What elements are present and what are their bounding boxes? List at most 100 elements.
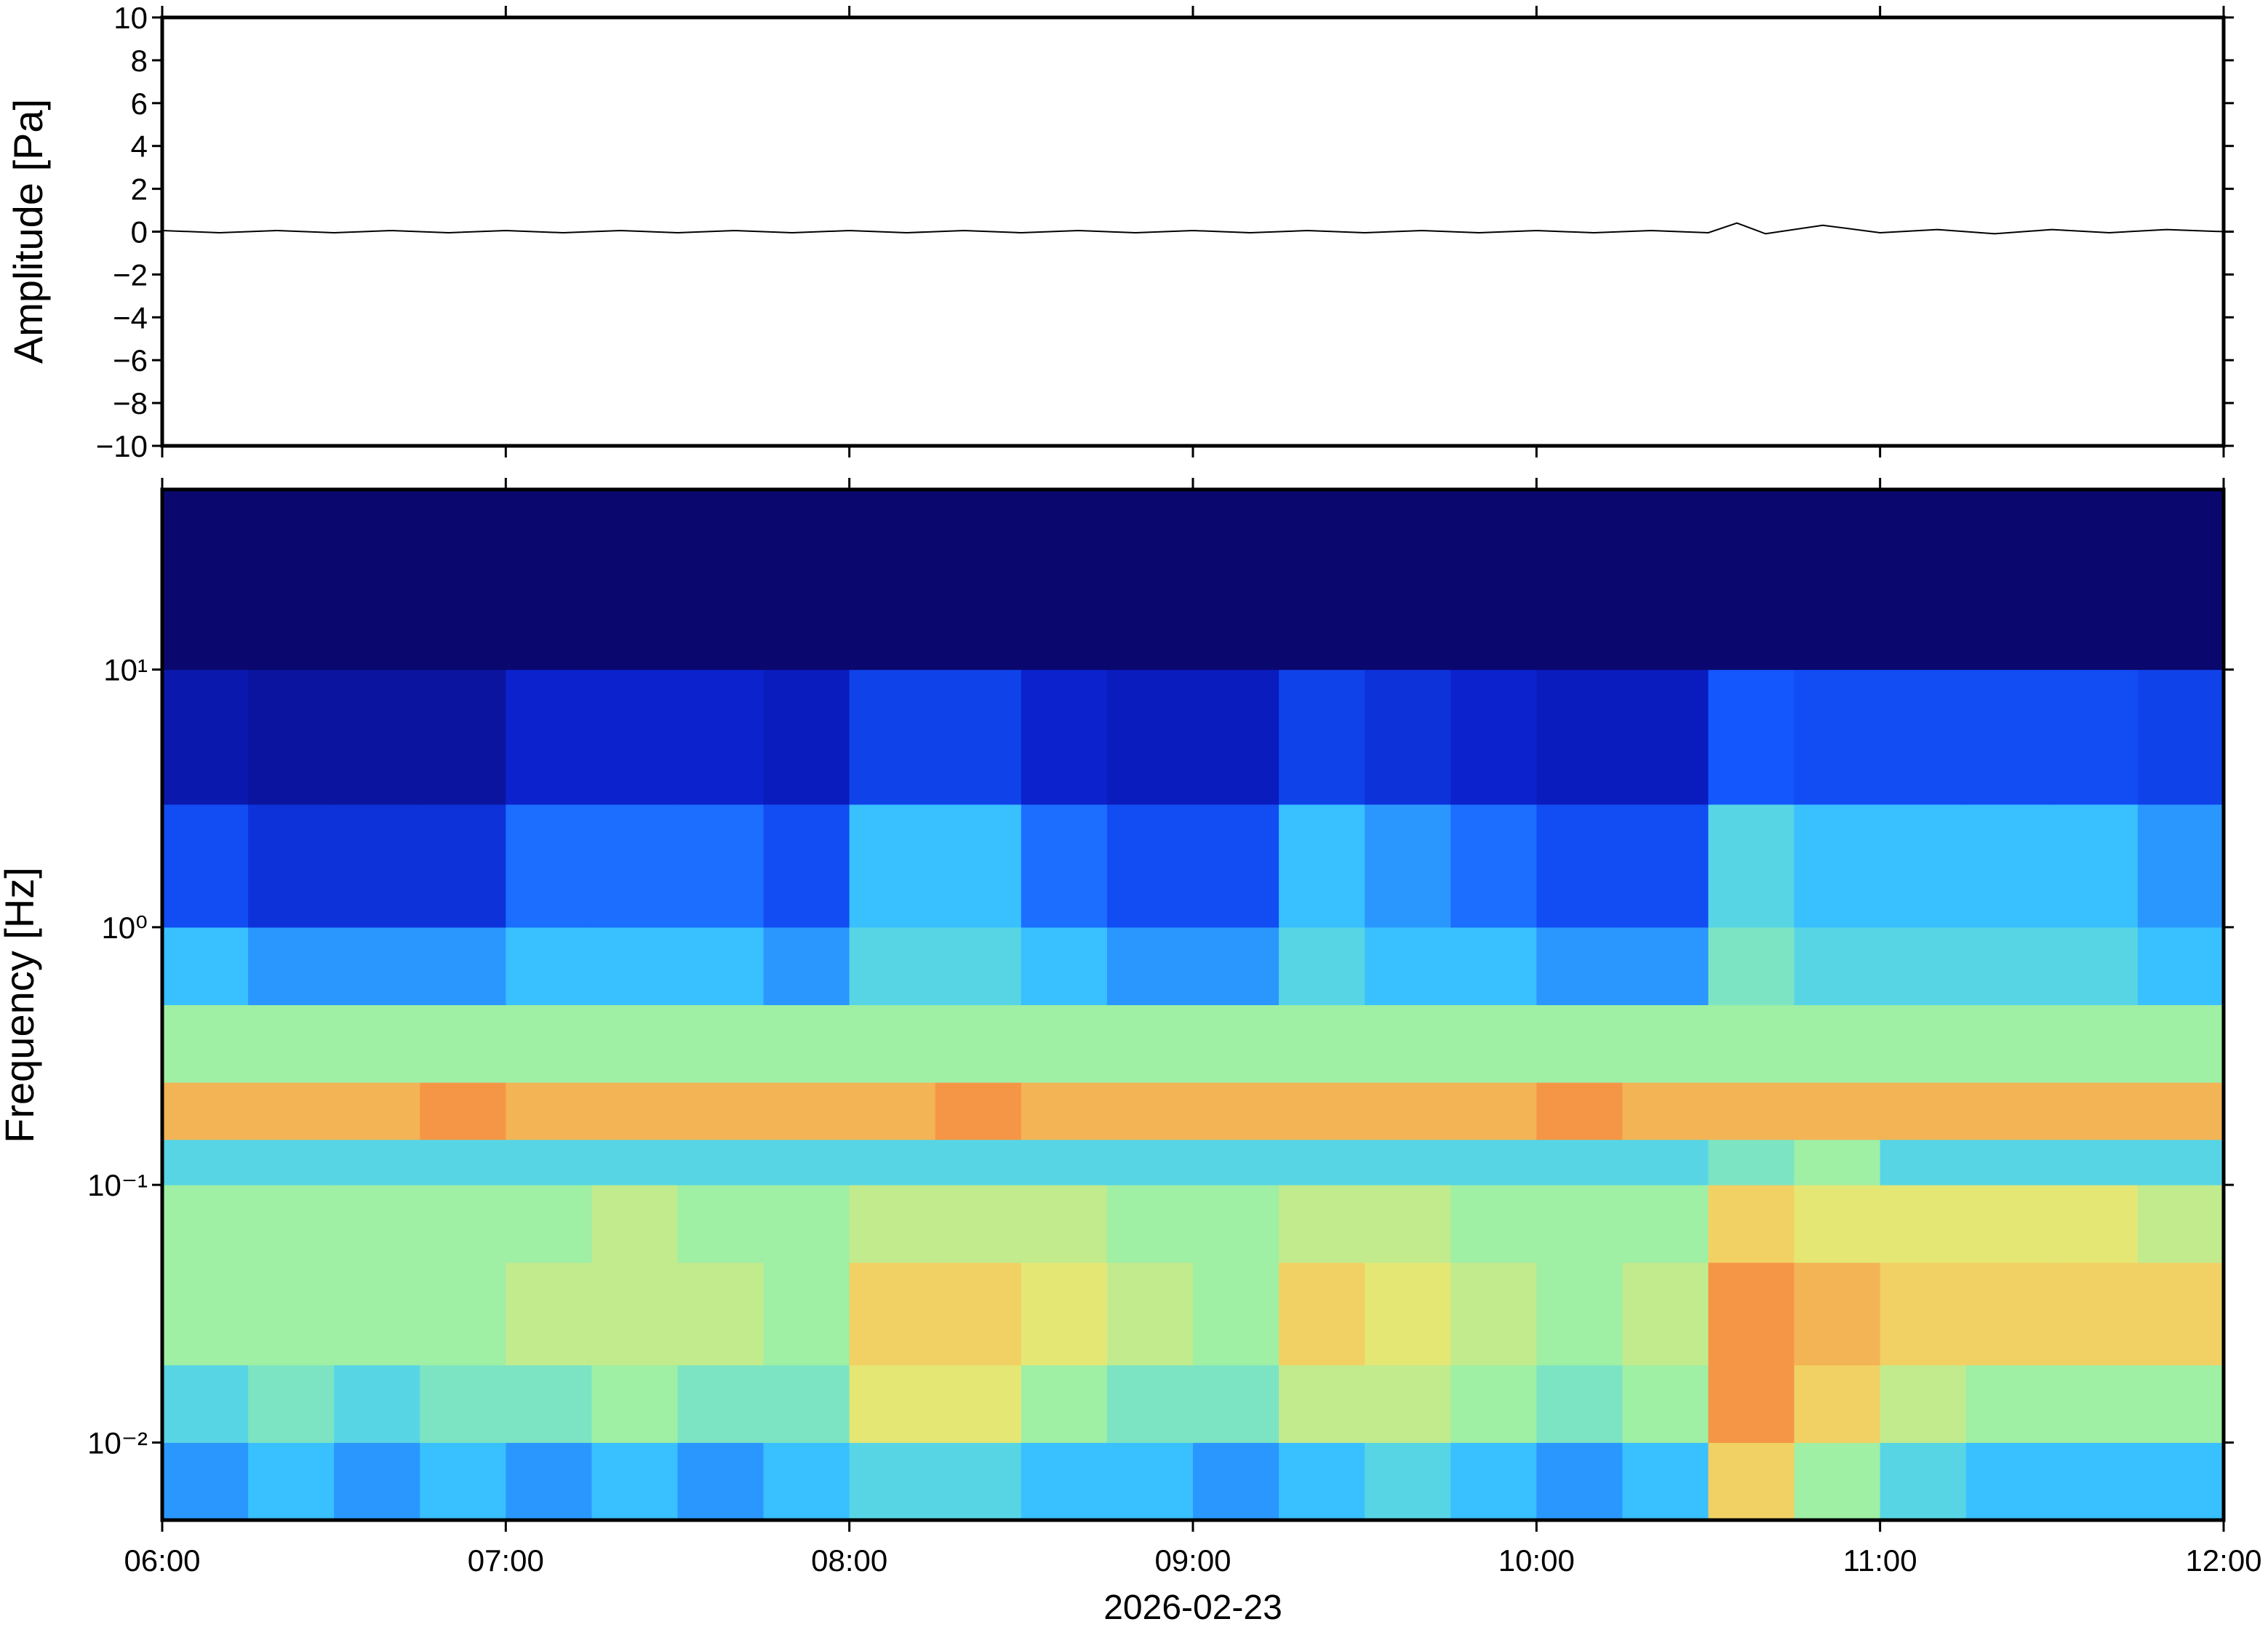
cell	[1365, 1082, 1451, 1140]
cell	[334, 927, 420, 1005]
cell	[1536, 927, 1623, 1005]
y-tick-label: −4	[113, 300, 148, 335]
cell	[2137, 1139, 2224, 1186]
x-tick-label: 12:00	[2185, 1543, 2261, 1578]
cell	[420, 1082, 506, 1140]
cell	[1965, 669, 2053, 805]
cell	[935, 669, 1022, 805]
cell	[849, 669, 936, 805]
cell	[1536, 1082, 1623, 1140]
y-tick-label: 10⁻²	[87, 1426, 148, 1460]
cell	[935, 489, 1022, 671]
cell	[420, 804, 506, 928]
cell	[1021, 489, 1108, 671]
cell	[677, 669, 764, 805]
cell	[677, 1364, 764, 1443]
cell	[1708, 1442, 1795, 1521]
cell	[1021, 1442, 1108, 1521]
cell	[591, 1004, 678, 1083]
cell	[1965, 927, 2053, 1005]
cell	[1106, 1442, 1194, 1521]
cell	[2051, 489, 2139, 671]
cell	[1365, 1364, 1451, 1443]
cell	[1965, 489, 2053, 671]
cell	[1450, 804, 1537, 928]
cell	[1536, 1364, 1623, 1443]
cell	[1794, 804, 1881, 928]
cell	[2137, 1185, 2224, 1263]
cell	[1193, 804, 1279, 928]
cell	[1880, 1364, 1967, 1443]
cell	[1708, 1139, 1795, 1186]
cell	[1450, 1082, 1537, 1140]
cell	[1622, 1364, 1709, 1443]
cell	[1622, 1185, 1709, 1263]
cell	[1794, 669, 1881, 805]
cell	[248, 927, 335, 1005]
cell	[1794, 1185, 1881, 1263]
cell	[420, 489, 506, 671]
cell	[2051, 1185, 2139, 1263]
cell	[334, 1139, 420, 1186]
cell	[1880, 1185, 1967, 1263]
cell	[1708, 1364, 1795, 1443]
cell	[1880, 669, 1967, 805]
cell	[1106, 1364, 1194, 1443]
cell	[677, 1004, 764, 1083]
cell	[1193, 1004, 1279, 1083]
cell	[420, 1442, 506, 1521]
cell	[591, 1082, 678, 1140]
cell	[849, 1442, 936, 1521]
y-tick-label: 10	[113, 1, 148, 35]
cell	[1021, 1262, 1108, 1366]
cell	[248, 1262, 335, 1366]
cell	[1794, 1262, 1881, 1366]
cell	[935, 1262, 1022, 1366]
cell	[935, 1139, 1022, 1186]
cell	[420, 1262, 506, 1366]
cell	[677, 489, 764, 671]
cell	[677, 804, 764, 928]
cell	[935, 1185, 1022, 1263]
cell	[2137, 1442, 2224, 1521]
cell	[1708, 1004, 1795, 1083]
cell	[506, 1004, 592, 1083]
cell	[849, 1364, 936, 1443]
cell	[2137, 927, 2224, 1005]
cell	[1708, 927, 1795, 1005]
cell	[506, 1082, 592, 1140]
cell	[1622, 1139, 1709, 1186]
cell	[334, 489, 420, 671]
cell	[506, 489, 592, 671]
cell	[1279, 804, 1365, 928]
spectrogram	[162, 489, 2224, 1521]
cell	[1279, 927, 1365, 1005]
cell	[2137, 804, 2224, 928]
cell	[1021, 1139, 1108, 1186]
cell	[1021, 1364, 1108, 1443]
cell	[1193, 1262, 1279, 1366]
cell	[1450, 927, 1537, 1005]
cell	[334, 1364, 420, 1443]
cell	[1193, 1082, 1279, 1140]
cell	[935, 804, 1022, 928]
cell	[849, 1139, 936, 1186]
cell	[2051, 1139, 2139, 1186]
cell	[1965, 1262, 2053, 1366]
cell	[763, 927, 850, 1005]
cell	[677, 1262, 764, 1366]
x-tick-label: 07:00	[468, 1543, 544, 1578]
cell	[1450, 1139, 1537, 1186]
cell	[334, 1262, 420, 1366]
cell	[763, 1185, 850, 1263]
cell	[591, 1185, 678, 1263]
y-axis-label: Frequency [Hz]	[0, 867, 42, 1143]
cell	[2137, 489, 2224, 671]
cell	[849, 1262, 936, 1366]
y-tick-label: 4	[131, 129, 148, 164]
y-tick-label: −6	[113, 343, 148, 377]
cell	[506, 1139, 592, 1186]
x-tick-label: 06:00	[124, 1543, 200, 1578]
cell	[1622, 1262, 1709, 1366]
cell	[1450, 669, 1537, 805]
